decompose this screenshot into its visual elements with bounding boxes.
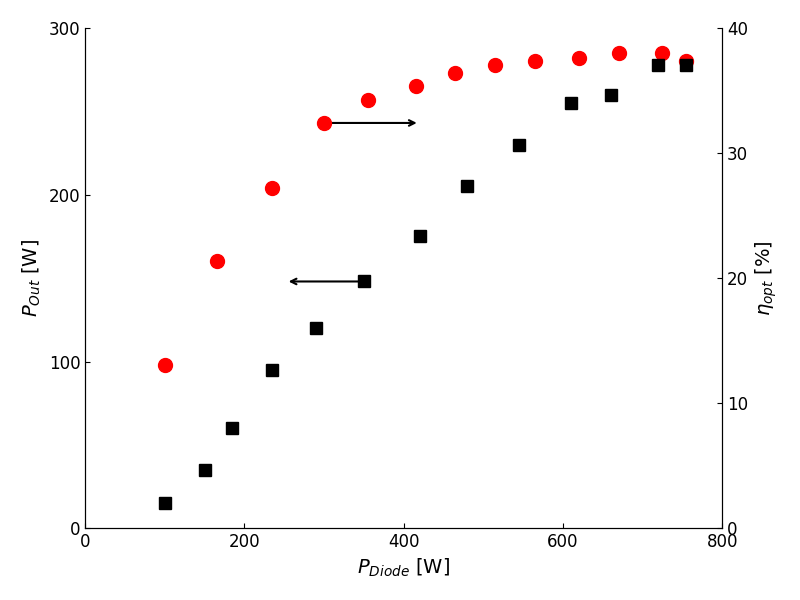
Y-axis label: $\eta_{opt}$ [%]: $\eta_{opt}$ [%] — [754, 241, 779, 316]
Y-axis label: $P_{Out}$ [W]: $P_{Out}$ [W] — [21, 239, 43, 317]
X-axis label: $P_{Diode}$ [W]: $P_{Diode}$ [W] — [357, 557, 450, 579]
